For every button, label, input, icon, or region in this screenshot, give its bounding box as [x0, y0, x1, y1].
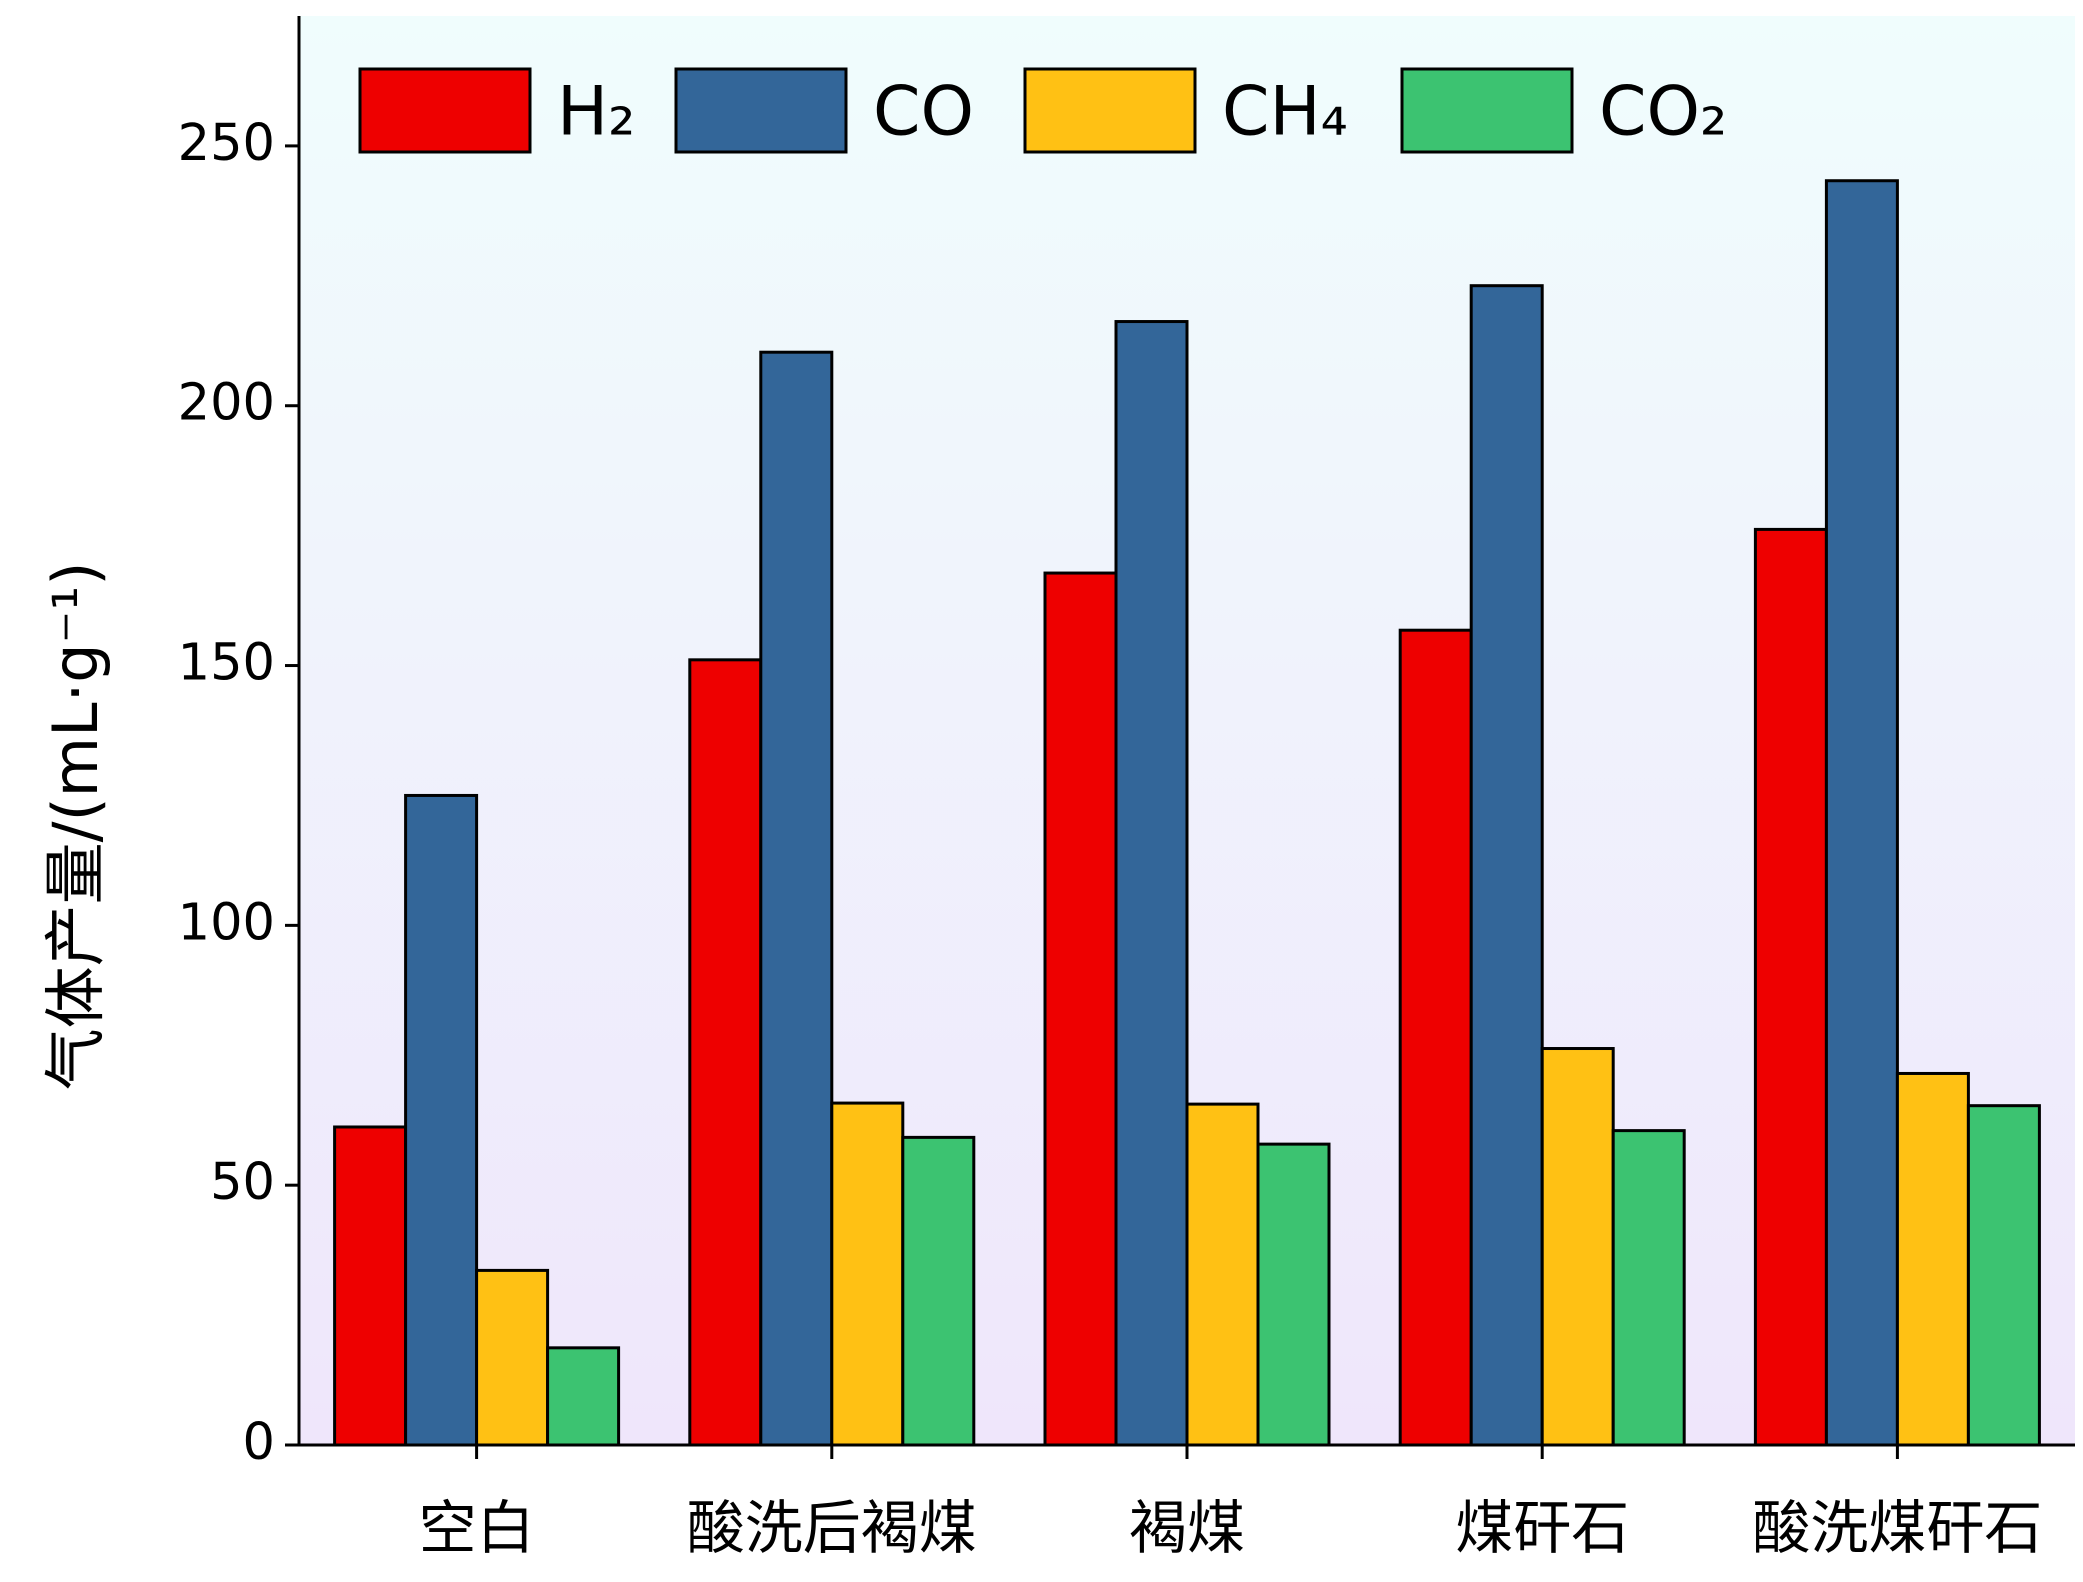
legend-swatch	[1023, 67, 1197, 154]
bar	[1256, 1142, 1331, 1447]
legend-swatch	[358, 67, 532, 154]
y-tick-label: 50	[210, 1153, 275, 1212]
bar	[1966, 1104, 2041, 1447]
x-tick-label: 煤矸石	[1455, 1494, 1629, 1562]
bar	[1469, 284, 1544, 1447]
bar	[830, 1101, 905, 1447]
x-tick-label: 空白	[419, 1494, 535, 1562]
bar	[1895, 1071, 1970, 1447]
legend-label: CO₂	[1599, 73, 1727, 152]
y-tick-label: 200	[178, 374, 275, 433]
x-tick-label: 酸洗煤矸石	[1752, 1494, 2042, 1562]
x-tick-label: 褐煤	[1129, 1494, 1245, 1562]
bar	[1540, 1047, 1615, 1447]
y-tick-label: 150	[178, 634, 275, 693]
x-tick-label: 酸洗后褐煤	[687, 1494, 977, 1562]
bar	[901, 1135, 976, 1447]
bar	[688, 658, 763, 1447]
legend-swatch	[674, 67, 848, 154]
bar	[546, 1346, 621, 1447]
legend-label: CO	[873, 73, 974, 152]
bar	[475, 1268, 550, 1447]
bar	[1753, 527, 1828, 1447]
y-axis-label: 气体产量/(mL·g⁻¹)	[39, 562, 112, 1091]
bar	[759, 350, 834, 1447]
legend-label: CH₄	[1222, 73, 1348, 152]
y-tick-label: 0	[243, 1413, 275, 1472]
bar	[1824, 179, 1899, 1447]
bar	[1398, 628, 1473, 1447]
bar	[404, 793, 479, 1447]
axis-frame	[297, 16, 2075, 1447]
y-tick-label: 100	[178, 893, 275, 952]
legend-swatch	[1400, 67, 1574, 154]
bar	[1114, 320, 1189, 1447]
bar	[333, 1125, 408, 1447]
bar	[1185, 1102, 1260, 1447]
bar	[1611, 1129, 1686, 1447]
legend-label: H₂	[557, 73, 635, 152]
bar	[1043, 571, 1118, 1447]
y-tick-label: 250	[178, 114, 275, 173]
